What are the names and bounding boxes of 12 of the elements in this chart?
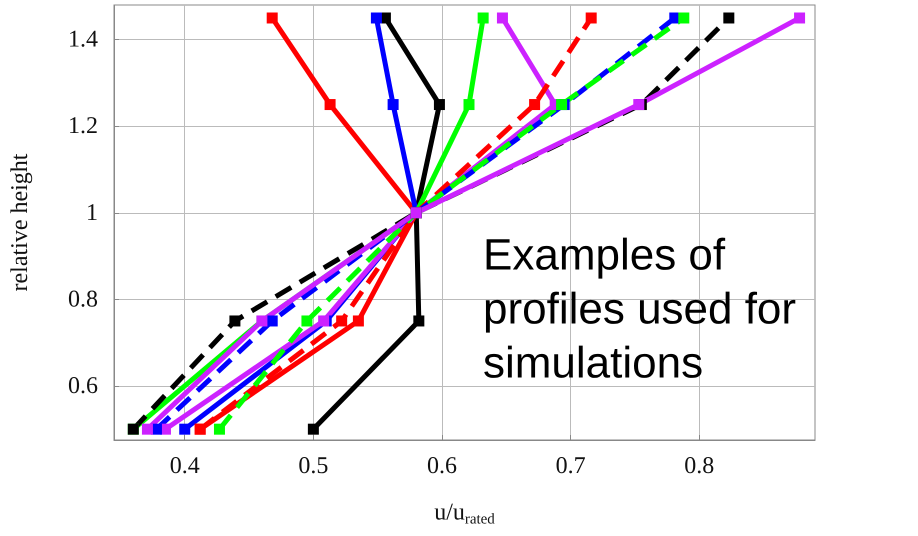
x-tick-label: 0.7: [556, 453, 586, 479]
y-tick-label: 0.8: [68, 286, 98, 312]
x-tick-label: 0.5: [298, 453, 328, 479]
y-tick-label: 1.4: [68, 26, 98, 53]
annotation: Examples of profiles used for simulations: [483, 230, 808, 388]
x-tick-label: 0.6: [426, 453, 457, 479]
y-axis-title: relative height: [7, 153, 33, 292]
y-tick-label: 1.2: [68, 113, 98, 140]
y-tick-label: 0.6: [68, 372, 98, 399]
x-tick-label: 0.8: [684, 453, 714, 479]
y-tick-label: 1: [86, 200, 98, 226]
x-tick-label: 0.4: [170, 453, 200, 479]
